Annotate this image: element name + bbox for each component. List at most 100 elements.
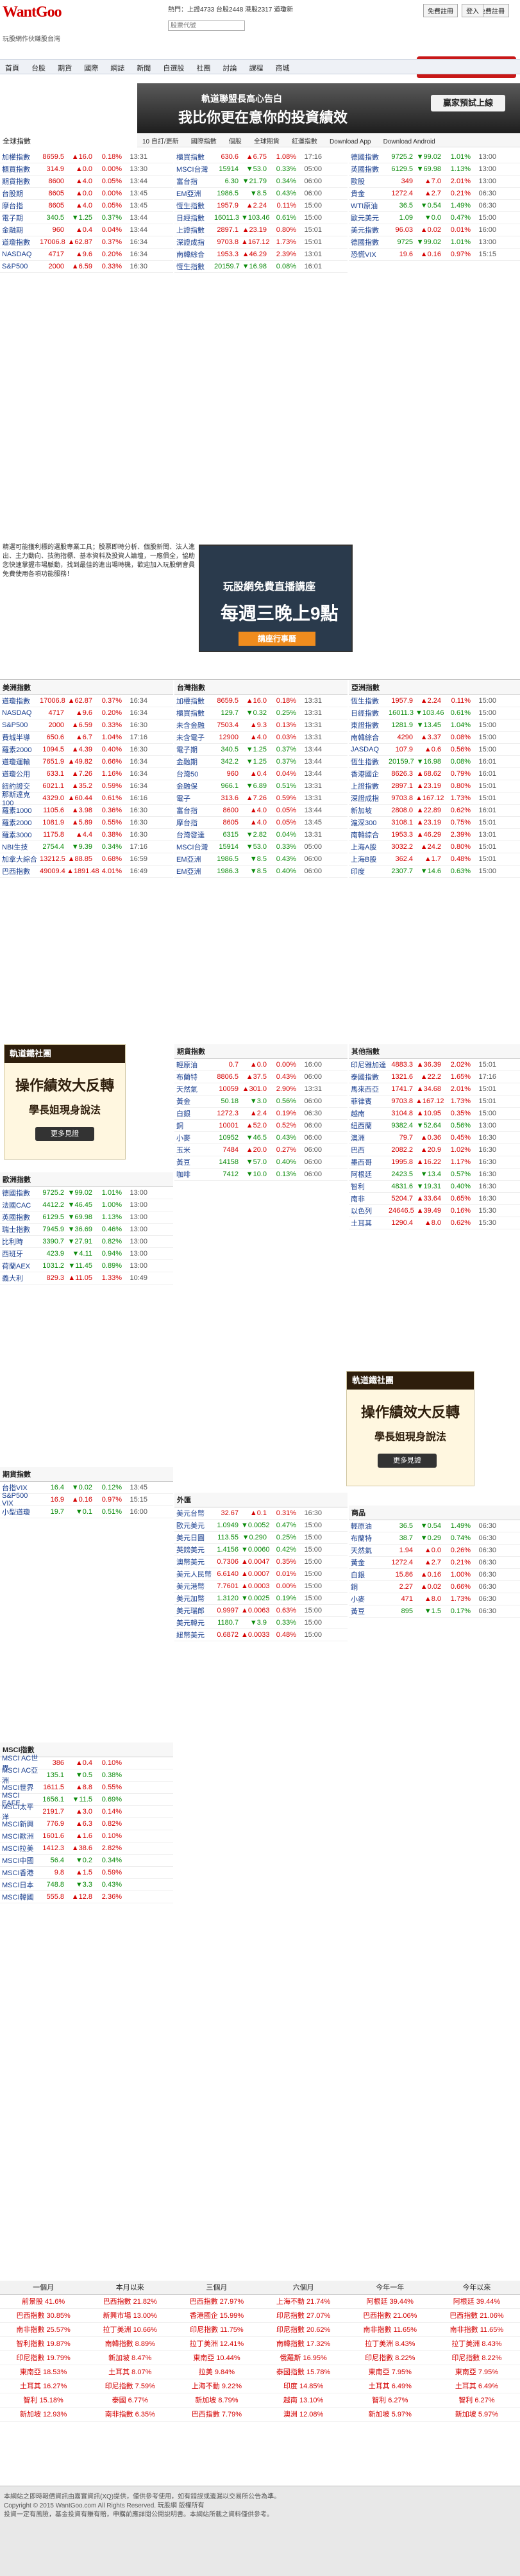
futures-index-row[interactable]: 黃金 50.18 ▼3.0 0.56% 06:00: [174, 1095, 348, 1108]
perf-header[interactable]: 今年以來: [462, 2284, 491, 2292]
asia-index-row[interactable]: 上海B股 362.4 ▲1.7 0.48% 15:01: [349, 853, 520, 866]
overview-c-name[interactable]: 恐慌VIX: [351, 251, 376, 259]
perf-cell[interactable]: 巴西指數 21.06%: [449, 2312, 504, 2320]
fx-index-row[interactable]: 美元台幣 32.67 ▲0.1 0.31% 16:30: [174, 1507, 348, 1520]
euro-index-row[interactable]: 英國指數 6129.5 ▼69.98 1.13% 13:00: [0, 1211, 173, 1224]
other-index-name[interactable]: 阿根廷: [351, 1171, 372, 1179]
tw-index-name[interactable]: 台灣50: [176, 771, 199, 778]
other-index-row[interactable]: 以色列 24646.5 ▲39.49 0.16% 15:30: [349, 1205, 520, 1217]
perf-cell[interactable]: 拉丁美洲 8.43%: [365, 2340, 415, 2348]
perf-header[interactable]: 本月以來: [115, 2284, 144, 2292]
perf-header[interactable]: 三個月: [206, 2284, 228, 2292]
us-index-row[interactable]: S&P500 2000 ▲6.59 0.33% 16:30: [0, 719, 173, 732]
commodity-index-row[interactable]: 布蘭特 38.7 ▼0.29 0.74% 06:30: [349, 1532, 520, 1545]
other-index-name[interactable]: 以色列: [351, 1208, 372, 1215]
perf-cell[interactable]: 拉丁美洲 8.43%: [451, 2340, 502, 2348]
perf-header[interactable]: 一個月: [33, 2284, 55, 2292]
commodity-index-name[interactable]: 銅: [351, 1584, 358, 1591]
fx-index-name[interactable]: 美元瑞郎: [176, 1607, 205, 1615]
tw-index-row[interactable]: MSCI台灣 15914 ▼53.0 0.33% 05:00: [174, 841, 348, 853]
msci-index-row[interactable]: MSCI EAFE 1656.1 ▼11.5 0.69%: [0, 1792, 173, 1807]
msci-index-row[interactable]: MSCI AC亞洲 135.1 ▼0.5 0.38%: [0, 1767, 173, 1785]
asia-index-name[interactable]: 恆生指數: [351, 698, 379, 705]
stock-search-input[interactable]: [168, 21, 245, 31]
overview-b-name[interactable]: 日經指數: [176, 215, 205, 222]
overview-b-name[interactable]: 恆生指數: [176, 263, 205, 271]
asia-index-name[interactable]: 恆生指數: [351, 759, 379, 766]
perf-cell[interactable]: 拉丁美洲 12.41%: [189, 2340, 244, 2348]
overview-c-name[interactable]: 德國指數: [351, 239, 379, 247]
asia-index-name[interactable]: 上海A股: [351, 844, 377, 851]
tw-index-row[interactable]: 加權指數 8659.5 ▲16.0 0.18% 13:31: [174, 695, 348, 707]
us-index-name[interactable]: 費城半導: [2, 734, 30, 742]
perf-cell[interactable]: 智利 6.27%: [458, 2397, 495, 2404]
tw-index-name[interactable]: 電子期: [176, 746, 197, 754]
tw-index-name[interactable]: 金融期: [176, 759, 197, 766]
tw-index-name[interactable]: 台灣發達: [176, 832, 205, 839]
us-index-name[interactable]: NBI生技: [2, 844, 28, 851]
msci-index-row[interactable]: MSCI日本 748.8 ▼3.3 0.43%: [0, 1879, 173, 1891]
tw-index-row[interactable]: 台灣發達 6315 ▼2.82 0.04% 13:31: [174, 829, 348, 841]
tw-index-row[interactable]: 金融期 342.2 ▼1.25 0.37% 13:44: [174, 756, 348, 768]
fx-index-name[interactable]: 英鎊美元: [176, 1546, 205, 1554]
perf-cell[interactable]: 東南亞 10.44%: [193, 2354, 240, 2362]
other-index-row[interactable]: 土耳其 1290.4 ▲8.0 0.62% 15:30: [349, 1217, 520, 1229]
hot-ticker[interactable]: 熱門：上證4733 台股2448 港股2317 道瓊新: [168, 6, 294, 13]
fx-index-row[interactable]: 美元日圓 113.55 ▼0.290 0.25% 15:00: [174, 1532, 348, 1544]
overview-c-name[interactable]: 歐股: [351, 178, 365, 186]
us-index-name[interactable]: 巴西指數: [2, 868, 30, 876]
us-index-row[interactable]: 羅素2000 1081.9 ▲5.89 0.55% 16:30: [0, 817, 173, 829]
commodity-index-name[interactable]: 小麥: [351, 1596, 365, 1604]
tab-futures[interactable]: 全球期貨: [253, 138, 280, 145]
vix-index-name[interactable]: 小型道瓊: [2, 1509, 30, 1516]
other-index-row[interactable]: 巴西 2082.2 ▲20.9 1.02% 16:30: [349, 1144, 520, 1156]
overview-a-name[interactable]: 道瓊指數: [2, 239, 30, 247]
tw-index-name[interactable]: 加權指數: [176, 698, 205, 705]
euro-index-name[interactable]: 法國CAC: [2, 1202, 31, 1210]
perf-cell[interactable]: 新加坡 5.97%: [368, 2411, 412, 2418]
fx-index-name[interactable]: 美元人民幣: [176, 1571, 212, 1579]
futures-index-name[interactable]: 天然氣: [176, 1086, 197, 1094]
overview-c-row[interactable]: 歐元美元 1.09 ▼0.0 0.47% 15:00: [349, 212, 520, 224]
perf-cell[interactable]: 泰國 6.77%: [112, 2397, 148, 2404]
us-index-row[interactable]: NBI生技 2754.4 ▼9.39 0.34% 17:16: [0, 841, 173, 853]
fx-index-name[interactable]: 美元日圓: [176, 1534, 205, 1542]
other-index-name[interactable]: 馬來西亞: [351, 1086, 379, 1094]
futures-index-name[interactable]: 輕原油: [176, 1062, 197, 1069]
perf-cell[interactable]: 前景股 41.6%: [21, 2298, 65, 2306]
futures-index-row[interactable]: 咖啡 7412 ▼10.0 0.13% 06:00: [174, 1169, 348, 1181]
asia-index-row[interactable]: 南韓綜合 1953.3 ▲46.29 2.39% 13:01: [349, 829, 520, 841]
tw-index-name[interactable]: EM亞洲: [176, 856, 201, 864]
perf-cell[interactable]: 印尼指數 27.07%: [276, 2312, 331, 2320]
us-index-name[interactable]: NASDAQ: [2, 709, 32, 717]
overview-b-row[interactable]: EM亞洲 1986.5 ▼8.5 0.43% 06:00: [174, 188, 348, 200]
nav-futures[interactable]: 期貨: [58, 65, 72, 72]
asia-index-name[interactable]: JASDAQ: [351, 746, 380, 753]
ad-cta[interactable]: 講座行事曆: [239, 632, 315, 646]
overview-a-name[interactable]: 櫃買指數: [2, 166, 30, 174]
asia-index-row[interactable]: 南韓綜合 4290 ▲3.37 0.08% 15:00: [349, 732, 520, 744]
msci-index-row[interactable]: MSCI中國 56.4 ▼0.2 0.34%: [0, 1855, 173, 1867]
msci-index-row[interactable]: MSCI世界 1611.5 ▲8.8 0.55%: [0, 1782, 173, 1794]
overview-c-name[interactable]: 德國指數: [351, 154, 379, 161]
nav-global[interactable]: 國際: [84, 65, 99, 72]
msci-index-name[interactable]: MSCI香港: [2, 1869, 34, 1877]
asia-index-name[interactable]: 東證指數: [351, 722, 379, 730]
perf-cell[interactable]: 南韓指數 8.89%: [105, 2340, 155, 2348]
overview-b-row[interactable]: 深證成指 9703.8 ▲167.12 1.73% 15:01: [174, 236, 348, 249]
commodity-index-name[interactable]: 黃金: [351, 1559, 365, 1567]
tw-index-name[interactable]: 櫃買指數: [176, 710, 205, 718]
futures-index-row[interactable]: 銅 10001 ▲52.0 0.52% 06:00: [174, 1120, 348, 1132]
overview-c-row[interactable]: 美元指數 96.03 ▲0.02 0.01% 16:00: [349, 224, 520, 236]
asia-index-row[interactable]: 上證指數 2897.1 ▲23.19 0.80% 15:01: [349, 780, 520, 792]
perf-cell[interactable]: 新加坡 12.93%: [19, 2411, 67, 2418]
commodity-index-row[interactable]: 銅 2.27 ▲0.02 0.66% 06:30: [349, 1581, 520, 1593]
futures-index-name[interactable]: 布蘭特: [176, 1074, 197, 1081]
overview-c-row[interactable]: WTI原油 36.5 ▼0.54 1.49% 06:30: [349, 200, 520, 212]
perf-cell[interactable]: 巴西指數 27.97%: [189, 2298, 244, 2306]
nav-blog[interactable]: 網誌: [110, 65, 125, 72]
euro-index-row[interactable]: 瑞士指數 7945.9 ▼36.69 0.46% 13:00: [0, 1224, 173, 1236]
overview-b-row[interactable]: 南韓綜合 1953.3 ▲46.29 2.39% 13:01: [174, 249, 348, 261]
banner-cta[interactable]: 贏家預試上線: [431, 95, 505, 111]
login-button[interactable]: 登入: [462, 4, 484, 17]
